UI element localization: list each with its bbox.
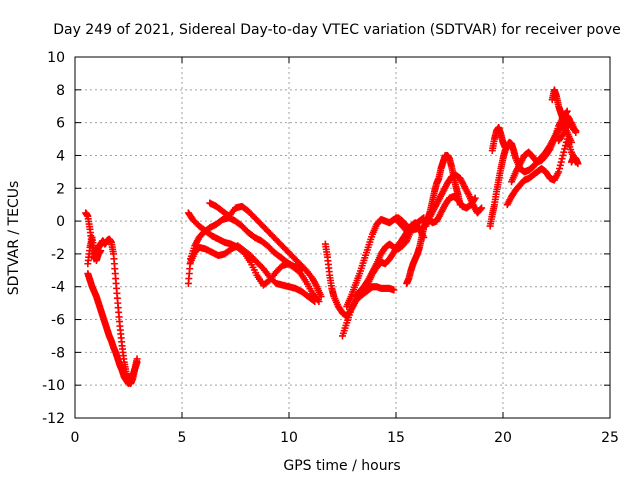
y-tick-label: -10 [42, 378, 65, 394]
data-point-marker [557, 158, 565, 166]
data-point-marker [572, 128, 580, 136]
data-point-marker [317, 293, 325, 301]
series-pass-17 [488, 124, 509, 155]
y-tick-label: -12 [42, 411, 65, 427]
series-pass-3 [84, 234, 105, 268]
data-point-marker [561, 142, 569, 150]
data-point-marker [390, 286, 398, 294]
axes: 0 5 10 15 20 25 -12 -10 -8 -6 -4 -2 0 2 4 6 8 10 [42, 50, 619, 446]
data-point-marker [559, 151, 567, 159]
x-tick-label: 25 [601, 430, 619, 446]
y-tick-label: 4 [56, 148, 65, 164]
data-point-marker [560, 148, 568, 156]
y-tick-label: 6 [56, 116, 65, 132]
x-tick-label: 0 [71, 430, 80, 446]
x-tick-label: 10 [280, 430, 298, 446]
x-tick-label: 15 [387, 430, 405, 446]
series-pass-11 [351, 283, 398, 301]
series-pass-19 [508, 107, 571, 186]
data-point-marker [470, 195, 478, 203]
data-point-marker [309, 297, 317, 305]
data-point-marker [477, 205, 485, 213]
y-tick-label: -8 [51, 345, 65, 361]
data-point-marker [555, 165, 563, 173]
y-tick-label: 2 [56, 181, 65, 197]
chart-title: Day 249 of 2021, Sidereal Day-to-day VTE… [53, 22, 621, 38]
series-pass-7 [206, 199, 325, 301]
data-point-marker [501, 143, 509, 151]
series-pass-21 [555, 119, 580, 145]
y-tick-label: -6 [51, 313, 65, 329]
x-tick-label: 20 [494, 430, 512, 446]
y-tick-label: -2 [51, 247, 65, 263]
data-point-marker [561, 145, 569, 153]
data-point-marker [574, 160, 582, 168]
grid-lines [75, 57, 610, 418]
series-pass-15 [424, 192, 479, 227]
data-point-marker [556, 161, 564, 169]
data-point-marker [555, 168, 563, 176]
data-point-marker [478, 204, 486, 212]
series-pass-22 [567, 153, 582, 168]
y-tick-label: -4 [51, 280, 65, 296]
y-axis-label: SDTVAR / TECUs [6, 181, 22, 296]
data-point-marker [558, 155, 566, 163]
data-point-marker [97, 247, 105, 255]
x-tick-label: 5 [178, 430, 187, 446]
plot-frame [74, 56, 611, 419]
series-pass-5 [187, 242, 319, 305]
data-point-marker [471, 194, 479, 202]
data-point-marker [133, 355, 141, 363]
y-tick-label: 0 [56, 214, 65, 230]
y-tick-label: 8 [56, 83, 65, 99]
data-points [82, 86, 582, 388]
series-pass-6 [184, 209, 306, 289]
x-axis-label: GPS time / hours [283, 458, 400, 474]
y-tick-label: 10 [47, 50, 65, 66]
data-point-marker [311, 297, 319, 305]
